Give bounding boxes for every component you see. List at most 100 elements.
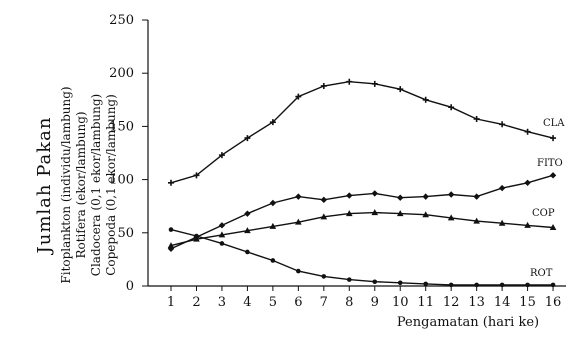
y-axis-subtitle-4: Copepoda (0,1 ekor/lambung) xyxy=(104,94,118,276)
data-point-cop xyxy=(167,242,175,249)
data-point-cla xyxy=(422,96,429,103)
data-point-cla xyxy=(550,135,557,142)
series-label-cla: CLA xyxy=(543,118,565,129)
data-point-fito xyxy=(218,222,226,229)
y-tick-label: 0 xyxy=(126,279,134,294)
data-point-rot xyxy=(499,282,505,288)
x-tick-label: 7 xyxy=(320,295,328,310)
y-tick-label: 100 xyxy=(109,173,134,188)
data-point-cla xyxy=(269,119,276,126)
data-point-cla xyxy=(499,121,506,128)
data-point-cop xyxy=(396,210,404,217)
data-point-rot xyxy=(448,282,454,288)
x-tick-label: 6 xyxy=(294,295,302,310)
data-point-rot xyxy=(397,280,403,286)
data-point-rot xyxy=(550,282,556,288)
data-point-rot xyxy=(168,227,174,232)
x-tick-label: 16 xyxy=(545,295,562,310)
data-point-fito xyxy=(422,193,429,200)
x-tick-label: 1 xyxy=(167,295,175,310)
data-point-fito xyxy=(295,193,302,200)
data-point-cop xyxy=(345,210,353,217)
data-point-cla xyxy=(218,152,225,159)
data-point-cop xyxy=(295,218,302,225)
data-point-fito xyxy=(371,190,378,197)
data-point-cla xyxy=(295,93,302,100)
x-axis-title: Pengamatan (hari ke) xyxy=(397,315,539,330)
y-tick-label: 250 xyxy=(109,13,134,28)
data-point-cop xyxy=(549,223,557,230)
data-point-fito xyxy=(320,196,328,204)
x-tick-label: 13 xyxy=(468,295,485,310)
data-point-cop xyxy=(193,235,200,242)
data-point-fito xyxy=(473,193,480,200)
data-point-cla xyxy=(244,135,251,142)
data-point-rot xyxy=(296,268,301,274)
series-line-rot xyxy=(170,228,553,286)
data-point-cop xyxy=(498,219,506,226)
data-point-fito xyxy=(397,194,404,201)
data-point-rot xyxy=(321,274,327,279)
data-point-cop xyxy=(320,213,328,220)
y-axis-subtitle-1: Fitoplankton (individu/lambung) xyxy=(59,86,73,283)
data-point-rot xyxy=(219,241,225,246)
data-point-cla xyxy=(448,104,455,111)
data-point-cop xyxy=(422,211,429,218)
data-point-rot xyxy=(245,249,250,255)
x-tick-label: 11 xyxy=(417,295,434,310)
series-line-fito xyxy=(170,174,554,250)
data-point-fito xyxy=(346,192,353,199)
data-point-cop xyxy=(269,222,277,229)
data-point-cla xyxy=(371,80,378,87)
x-tick-label: 5 xyxy=(269,295,277,310)
series-line-cla xyxy=(170,80,554,184)
data-point-rot xyxy=(525,282,530,288)
data-point-cop xyxy=(473,217,480,224)
x-tick-label: 15 xyxy=(519,295,536,310)
series-line-cop xyxy=(170,211,554,247)
data-point-cla xyxy=(473,115,480,122)
y-axis-subtitle-3: Cladocera (0,1 ekor/lambung) xyxy=(89,94,103,276)
data-point-fito xyxy=(549,172,557,179)
x-tick-label: 4 xyxy=(243,295,251,310)
x-tick-label: 2 xyxy=(192,295,200,310)
data-point-fito xyxy=(447,191,455,198)
series-label-fito: FITO xyxy=(537,158,563,169)
data-point-fito xyxy=(498,184,506,192)
series-label-rot: ROT xyxy=(530,268,553,279)
x-tick-label: 9 xyxy=(371,295,379,310)
x-tick-label: 14 xyxy=(494,295,511,310)
data-point-cla xyxy=(346,78,353,85)
data-point-fito xyxy=(524,179,531,186)
y-tick-label: 150 xyxy=(109,119,134,134)
data-point-cop xyxy=(447,214,455,221)
data-point-rot xyxy=(474,282,479,288)
y-axis-subtitle-2: Rotifera (ekor/lambung) xyxy=(74,111,88,258)
data-point-cla xyxy=(397,86,404,93)
data-point-cop xyxy=(371,209,379,216)
data-point-fito xyxy=(244,210,251,217)
data-point-fito xyxy=(269,199,277,207)
data-point-cla xyxy=(320,82,327,89)
x-tick-label: 3 xyxy=(218,295,226,310)
data-point-rot xyxy=(423,281,429,287)
data-point-cla xyxy=(524,128,531,135)
x-tick-label: 12 xyxy=(443,295,460,310)
data-point-cop xyxy=(244,227,251,234)
data-point-rot xyxy=(270,258,276,263)
series-label-cop: COP xyxy=(532,208,555,219)
data-point-cop xyxy=(524,221,531,228)
y-axis-title: Jumlah Pakan xyxy=(34,117,55,256)
x-tick-label: 10 xyxy=(392,295,409,310)
data-point-rot xyxy=(372,279,378,285)
y-tick-label: 50 xyxy=(117,226,134,241)
data-point-rot xyxy=(194,233,199,239)
x-tick-label: 8 xyxy=(345,295,353,310)
y-tick-label: 200 xyxy=(109,66,134,81)
data-point-cop xyxy=(218,231,226,238)
data-point-cla xyxy=(193,172,200,179)
data-point-rot xyxy=(346,277,352,282)
data-point-cla xyxy=(168,179,174,186)
